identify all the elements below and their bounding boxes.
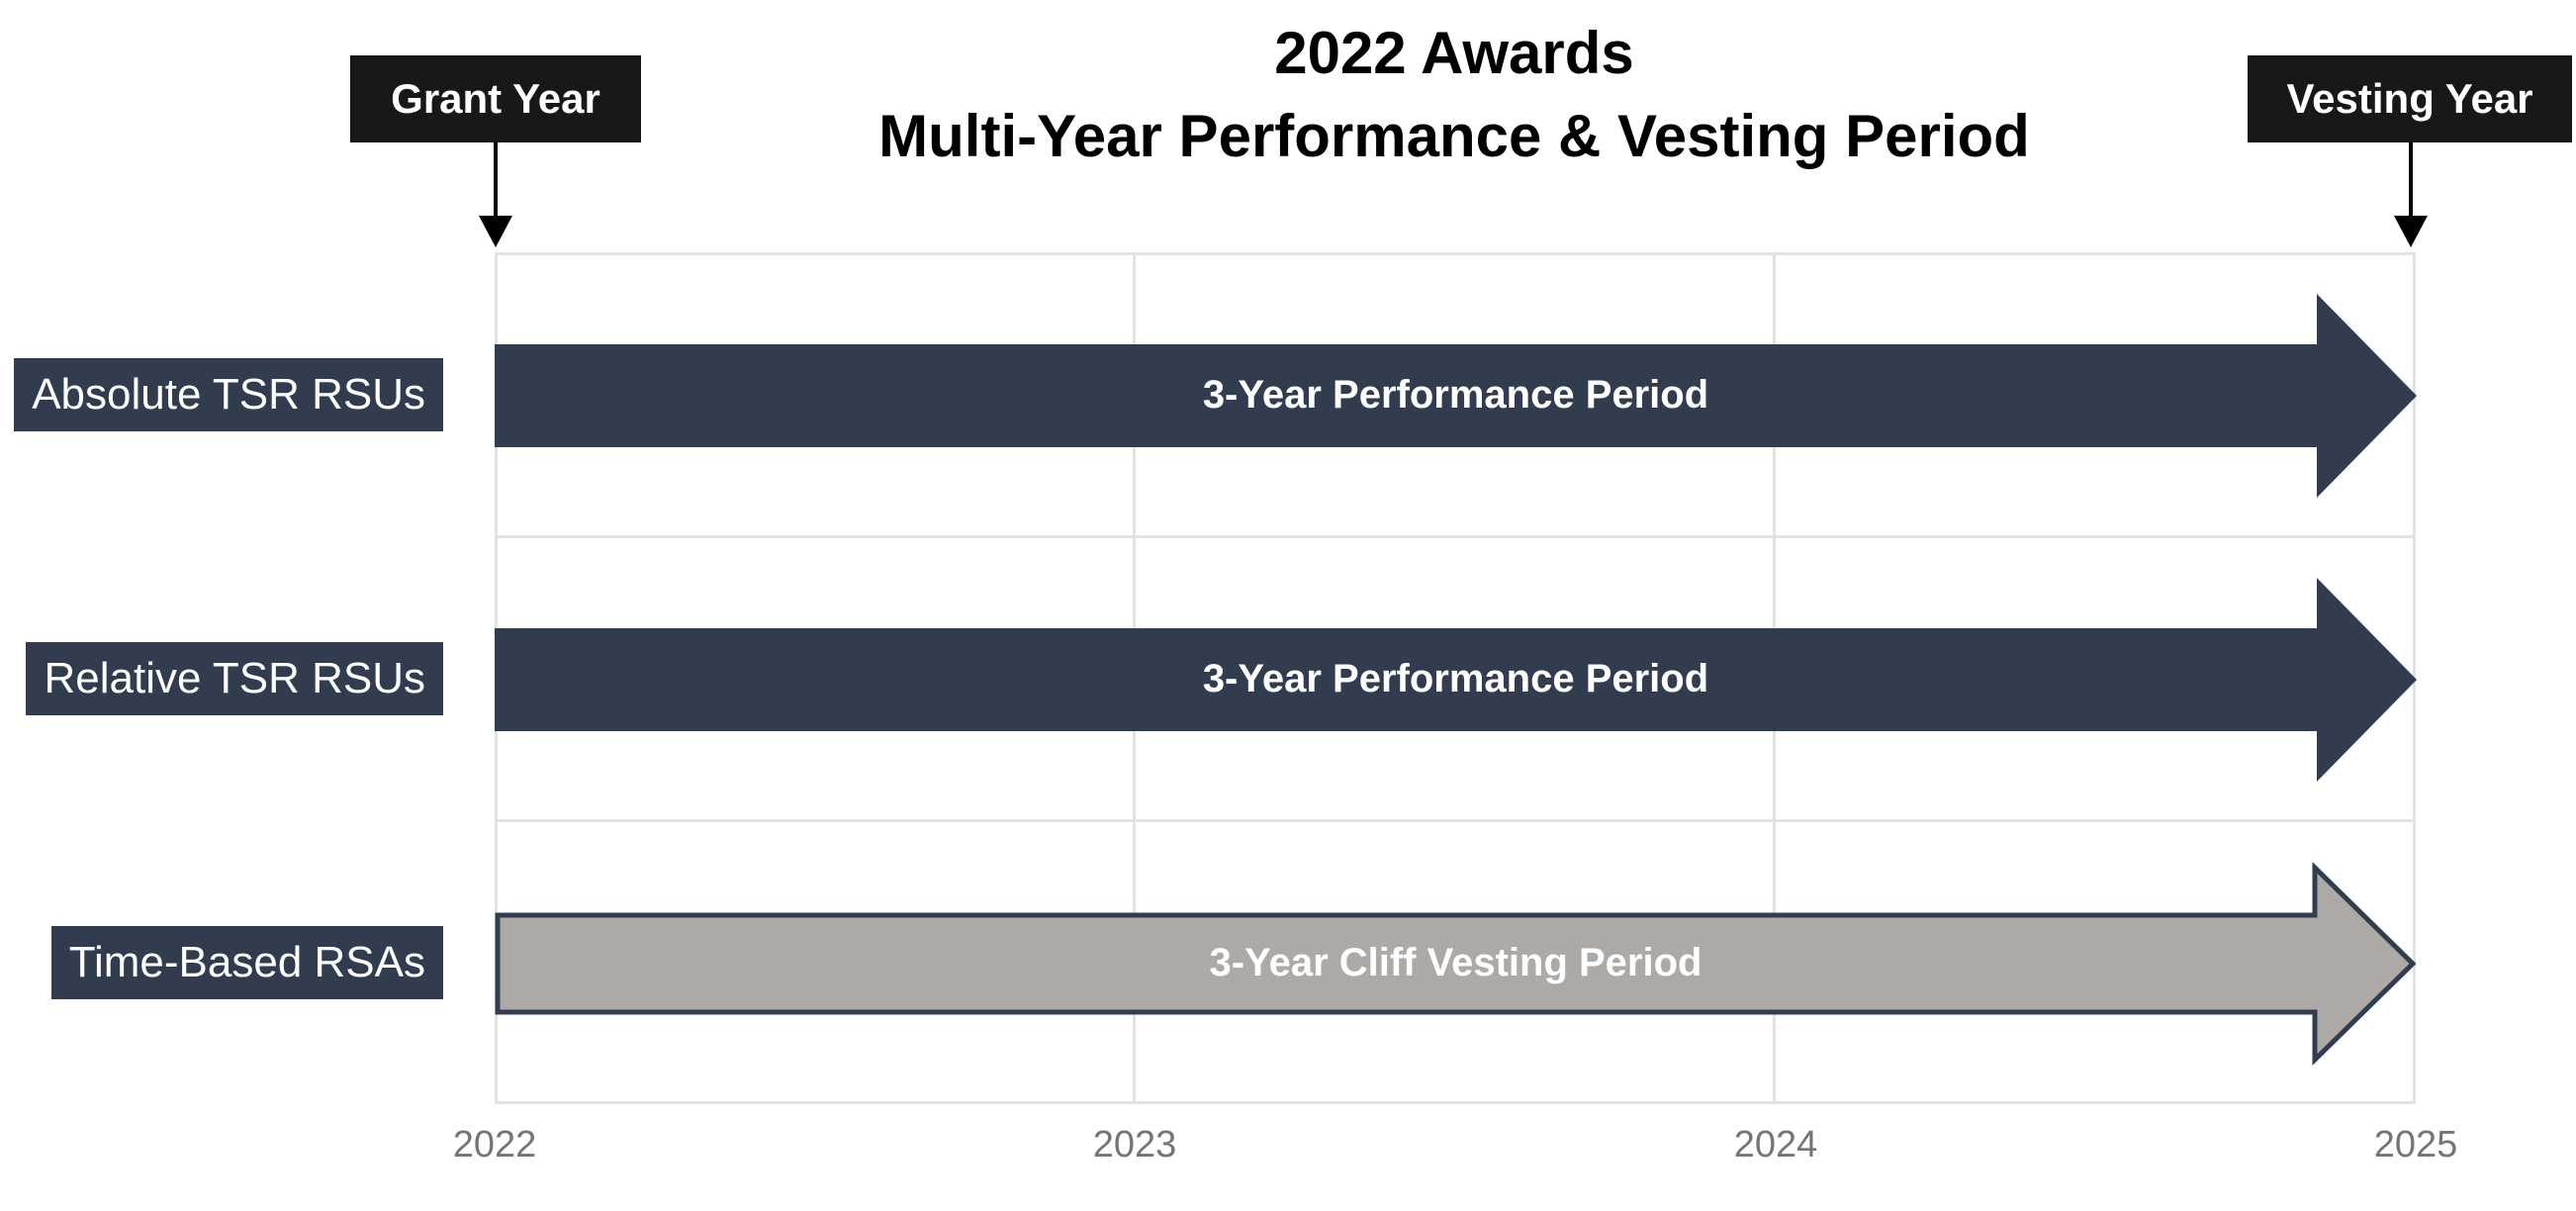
grant-year-down-arrow-icon [479,216,512,247]
vesting-arrow-time-based-rsas [495,862,2417,1066]
x-axis-tick-2024: 2024 [1733,1124,1818,1165]
vesting-year-callout: Vesting Year [2248,55,2572,142]
gridline-row-divider-2 [495,819,2416,822]
chart-title: 2022 Awards Multi-Year Performance & Ves… [465,12,2443,178]
vesting-year-arrow-stem [2409,142,2413,216]
arrow-label: 3-Year Performance Period [1202,373,1709,417]
arrow-label: 3-Year Performance Period [1202,657,1709,700]
arrow-label: 3-Year Cliff Vesting Period [1209,941,1702,984]
x-axis-tick-2022: 2022 [452,1124,537,1165]
x-axis-tick-2025: 2025 [2373,1124,2458,1165]
x-axis-tick-2023: 2023 [1092,1124,1177,1165]
row-label-time-based-rsas: Time-Based RSAs [50,926,443,999]
performance-arrow-absolute-tsr [495,294,2417,498]
chart-title-line1: 2022 Awards [1274,20,1634,86]
grant-year-callout: Grant Year [350,55,641,142]
vesting-year-down-arrow-icon [2394,216,2428,247]
performance-arrow-relative-tsr [495,578,2417,782]
chart-title-line2: Multi-Year Performance & Vesting Period [878,103,2030,169]
row-label-absolute-tsr-rsus: Absolute TSR RSUs [14,358,443,431]
gridline-top [495,252,2416,255]
gridline-bottom [495,1101,2416,1104]
gridline-row-divider-1 [495,535,2416,538]
grant-year-arrow-stem [494,142,498,216]
row-label-relative-tsr-rsus: Relative TSR RSUs [26,642,443,715]
